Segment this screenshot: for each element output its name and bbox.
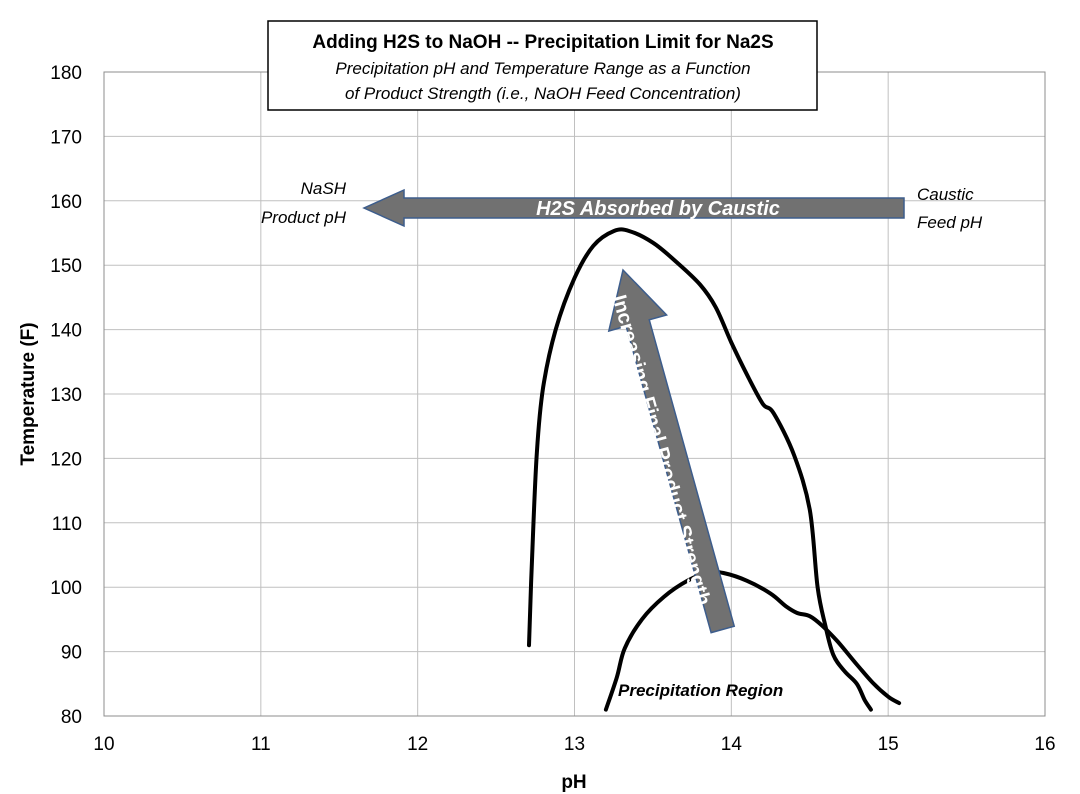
precipitation-region-label: Precipitation Region: [618, 681, 783, 700]
nash-label-line2: Product pH: [261, 208, 347, 227]
curve-2: [603, 569, 902, 712]
chart-subtitle-line2: of Product Strength (i.e., NaOH Feed Con…: [345, 84, 741, 103]
y-tick-label-4: 120: [50, 449, 82, 470]
y-tick-labels: 80 90 100 110 120 130 140 150 160 170 180: [50, 63, 82, 728]
y-tick-label-2: 100: [50, 578, 82, 599]
y-tick-label-0: 80: [61, 707, 82, 728]
y-axis-title: Temperature (F): [18, 322, 39, 465]
x-tick-label-2: 12: [407, 734, 428, 755]
curve-1: [527, 227, 873, 712]
x-tick-label-4: 14: [721, 734, 743, 755]
x-tick-label-3: 13: [564, 734, 585, 755]
x-tick-label-5: 15: [878, 734, 899, 755]
h2s-absorbed-label: H2S Absorbed by Caustic: [536, 198, 780, 220]
chart-title: Adding H2S to NaOH -- Precipitation Limi…: [312, 32, 773, 53]
increasing-strength-arrow: [607, 268, 736, 634]
y-tick-label-7: 150: [50, 256, 82, 277]
y-tick-label-8: 160: [50, 192, 82, 213]
title-box: [267, 20, 818, 111]
caustic-label-line2: Feed pH: [917, 213, 983, 232]
y-tick-label-9: 170: [50, 127, 82, 148]
y-tick-label-6: 140: [50, 321, 82, 342]
nash-label-line1: NaSH: [301, 179, 347, 198]
x-tick-labels: 10 11 12 13 14 15 16: [93, 734, 1055, 755]
y-tick-label-10: 180: [50, 63, 82, 84]
x-axis-title: pH: [561, 772, 586, 793]
x-tick-label-1: 11: [251, 734, 271, 755]
curves: [527, 227, 902, 712]
caustic-label-line1: Caustic: [917, 185, 974, 204]
y-tick-label-1: 90: [61, 643, 82, 664]
increasing-strength-arrow-shape: [607, 268, 736, 634]
x-tick-label-0: 10: [93, 734, 114, 755]
chart-subtitle-line1: Precipitation pH and Temperature Range a…: [335, 59, 750, 78]
x-tick-label-6: 16: [1034, 734, 1055, 755]
y-tick-label-5: 130: [50, 385, 82, 406]
y-tick-label-3: 110: [52, 514, 82, 535]
h2s-absorbed-arrow: [362, 188, 905, 228]
